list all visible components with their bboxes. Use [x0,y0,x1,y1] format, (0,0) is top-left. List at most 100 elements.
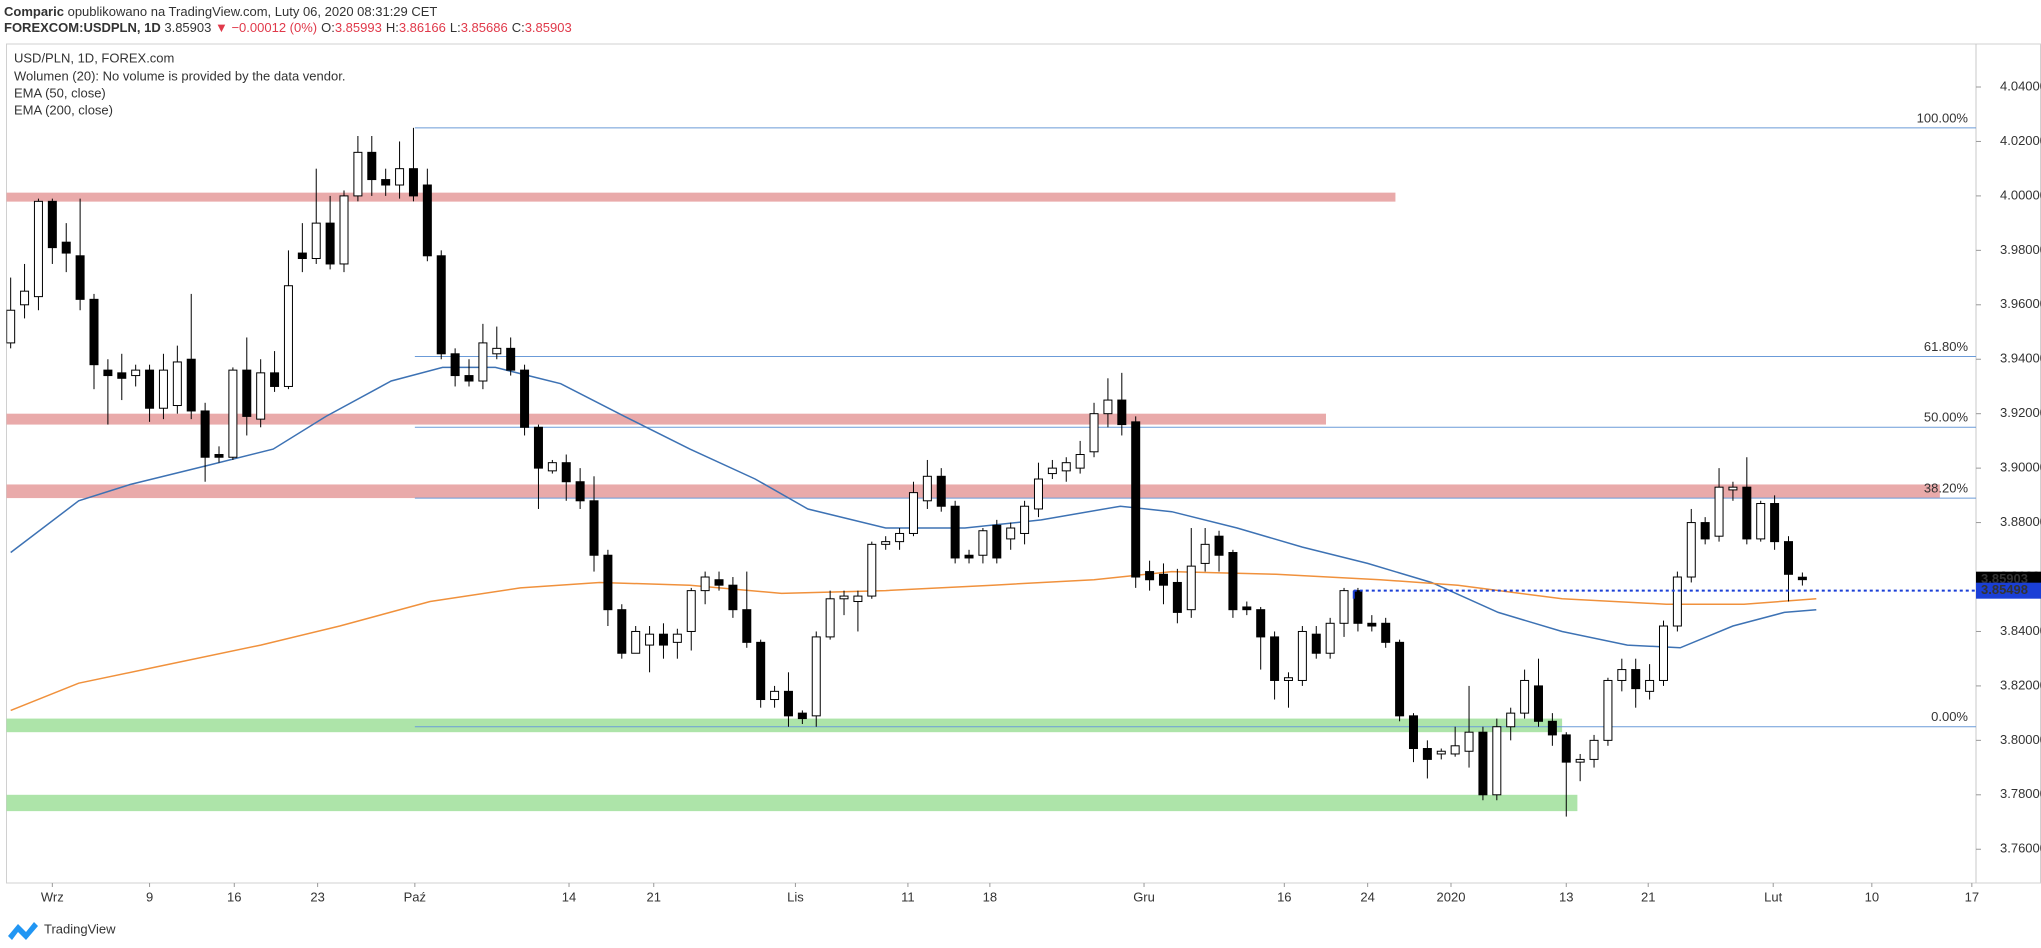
y-tick-label: 3.82000 [2000,677,2041,692]
y-tick-label: 3.90000 [2000,460,2041,475]
candle-body [714,579,724,586]
candle-body [61,241,71,254]
ohlc-label: C: [512,20,525,35]
y-tick-label: 3.76000 [2000,841,2041,856]
candle-body [1325,622,1335,654]
candle-body [658,633,668,646]
ohlc-value: 3.85903 [525,20,572,35]
fib-label: 0.00% [1931,709,1968,724]
candle-body [1645,679,1655,692]
candle-body [339,195,349,265]
y-tick-label: 3.80000 [2000,732,2041,747]
candle-body [1686,522,1696,578]
candle-body [1381,622,1391,643]
candle-body [200,410,210,458]
y-tick-label: 3.94000 [2000,351,2041,366]
candle-body [1728,486,1738,491]
y-tick-label: 4.02000 [2000,133,2041,148]
y-tick-label: 3.96000 [2000,296,2041,311]
candle-body [1186,565,1196,611]
candle-body [1200,543,1210,564]
candle-body [1533,685,1543,722]
candle-body [172,361,182,407]
candle-body [1603,679,1613,741]
candle-body [756,641,766,701]
candle-body [617,609,627,654]
candle-body [1145,571,1155,581]
candle-body [922,475,932,502]
fib-label: 50.00% [1924,410,1969,425]
candle-body [1311,633,1321,654]
candle-body [1047,467,1057,475]
candle-body [450,353,460,377]
pane-border [6,43,2041,884]
candle-body [1520,679,1530,714]
candle-body [1158,573,1168,586]
candle-body [520,369,530,428]
y-tick-label: 3.92000 [2000,405,2041,420]
candle-body [1770,503,1780,543]
candle-body [1589,739,1599,760]
legend-ema: EMA (50, close) [14,85,106,100]
candle-body [1450,745,1460,755]
x-tick-label: Lis [787,889,804,904]
candle-body [603,554,613,611]
candle-body [575,481,585,502]
legend-volume: Wolumen (20): No volume is provided by t… [14,68,345,83]
x-tick-label: 17 [1965,889,1979,904]
candle-body [908,492,918,534]
candle-body [853,595,863,603]
candle-body [770,690,780,701]
candle-body [1506,712,1516,728]
header-line: Comparic opublikowano na TradingView.com… [4,4,437,19]
candle-body [672,633,682,643]
level-price-label: 3.85498 [1981,582,2028,597]
candle-body [797,712,807,720]
y-tick-label: 4.00000 [2000,187,2041,202]
candle-body [1783,541,1793,575]
candle-body [686,590,696,632]
footer-brand: TradingView [44,921,116,936]
x-tick-label: 16 [227,889,241,904]
legend-symbol: USD/PLN, 1D, FOREX.com [14,50,174,65]
candle-body [839,595,849,600]
candle-body [436,255,446,355]
candle-body [1270,636,1280,681]
candle-body [1742,486,1752,540]
candle-body [1547,720,1557,736]
candle-body [47,200,57,249]
candle-body [1408,715,1418,750]
candle-body [381,179,391,186]
candle-body [1075,454,1085,469]
candle-body [1033,478,1043,510]
candle-body [1422,748,1432,760]
ohlc-label: L: [450,20,461,35]
zone [6,794,1578,812]
candle-body [728,584,738,611]
price: 3.85903 [164,20,211,35]
candle-body [1089,413,1099,453]
y-tick-label: 3.88000 [2000,514,2041,529]
y-tick-label: 3.78000 [2000,786,2041,801]
zone [6,484,1940,499]
fib-label: 38.20% [1924,481,1969,496]
candle-body [1617,669,1627,681]
x-tick-label: 10 [1865,889,1879,904]
candle-body [1283,677,1293,681]
candle-body [1117,399,1127,426]
candle-body [1797,576,1807,581]
candle-body [478,342,488,382]
ohlc-value: 3.85686 [461,20,508,35]
x-tick-label: 11 [901,889,915,904]
y-tick-label: 3.98000 [2000,242,2041,257]
candle-body [311,222,321,260]
ohlc-value: 3.86166 [399,20,446,35]
candle-body [75,255,85,300]
candle-body [1395,641,1405,717]
zone [6,192,1396,202]
candle-body [978,530,988,556]
candle-body [700,576,710,592]
candle-body [1256,609,1266,638]
candle-body [1020,505,1030,534]
plot-area: 100.00% 61.80% 50.00% 38.20% 0.00% [6,110,1976,817]
